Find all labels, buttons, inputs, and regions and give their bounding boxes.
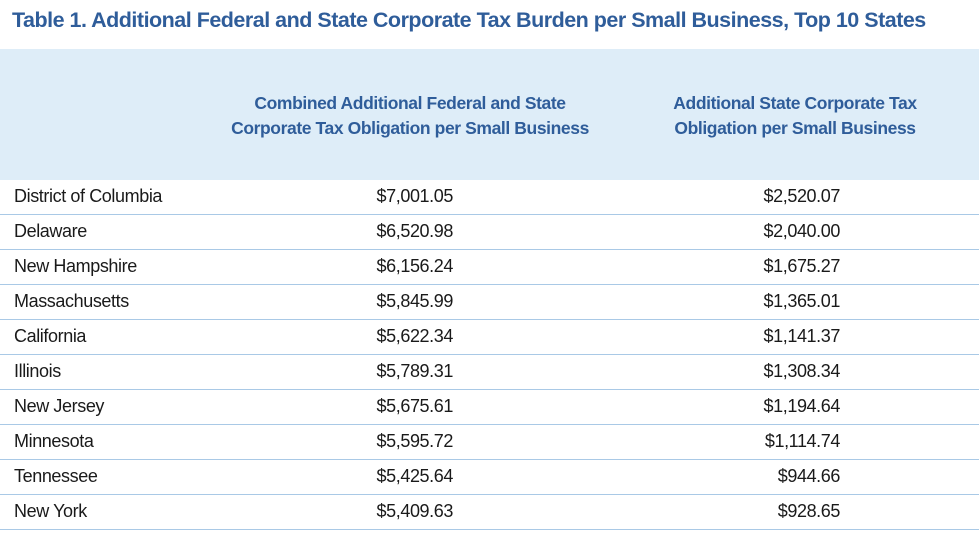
combined-tax-cell: $5,595.72 [376,431,454,451]
table-row: New Jersey $5,675.61 $1,194.64 [0,390,979,425]
state-tax-cell: $2,520.07 [763,186,841,206]
state-cell: New York [14,501,87,521]
table-row: Minnesota $5,595.72 $1,114.74 [0,425,979,460]
table-row: Delaware $6,520.98 $2,040.00 [0,215,979,250]
combined-tax-cell: $5,789.31 [376,361,454,381]
column-header-combined-line1: Combined Additional Federal and State [254,93,566,113]
state-cell: Tennessee [14,466,98,486]
combined-tax-cell: $5,409.63 [376,501,454,521]
table-row: California $5,622.34 $1,141.37 [0,320,979,355]
combined-tax-cell: $5,845.99 [376,291,454,311]
combined-tax-cell: $5,622.34 [376,326,454,346]
state-cell: Massachusetts [14,291,129,311]
state-cell: New Hampshire [14,256,137,276]
column-header-state-tax-line1: Additional State Corporate Tax [673,93,917,113]
state-cell: California [14,326,87,346]
state-tax-cell: $1,114.74 [764,431,841,451]
combined-tax-cell: $7,001.05 [376,186,454,206]
state-cell: Delaware [14,221,87,241]
combined-tax-cell: $5,425.64 [376,466,454,486]
table-row: Illinois $5,789.31 $1,308.34 [0,355,979,390]
state-tax-cell: $944.66 [777,466,841,486]
state-tax-cell: $1,308.34 [763,361,841,381]
column-header-combined-line2: Corporate Tax Obligation per Small Busin… [231,118,589,138]
state-tax-cell: $1,365.01 [763,291,841,311]
table-header-band [0,49,979,180]
table-title: Table 1. Additional Federal and State Co… [12,8,926,32]
state-tax-cell: $1,675.27 [763,256,841,276]
combined-tax-cell: $6,156.24 [376,256,454,276]
state-cell: Illinois [14,361,61,381]
table-row: Tennessee $5,425.64 $944.66 [0,460,979,495]
state-cell: Minnesota [14,431,94,451]
combined-tax-cell: $5,675.61 [376,396,454,416]
table-body: District of Columbia $7,001.05 $2,520.07… [0,180,979,530]
table-row: Massachusetts $5,845.99 $1,365.01 [0,285,979,320]
column-header-state-tax-line2: Obligation per Small Business [674,118,916,138]
column-header-state-tax: Additional State Corporate Tax Obligatio… [625,91,965,141]
table-row: New Hampshire $6,156.24 $1,675.27 [0,250,979,285]
table-row: District of Columbia $7,001.05 $2,520.07 [0,180,979,215]
state-tax-cell: $1,141.37 [763,326,841,346]
state-cell: District of Columbia [14,186,163,206]
state-tax-cell: $2,040.00 [763,221,841,241]
table-row: New York $5,409.63 $928.65 [0,495,979,530]
state-tax-cell: $1,194.64 [763,396,841,416]
combined-tax-cell: $6,520.98 [376,221,454,241]
column-header-combined: Combined Additional Federal and State Co… [180,91,640,141]
state-cell: New Jersey [14,396,105,416]
state-tax-cell: $928.65 [777,501,841,521]
